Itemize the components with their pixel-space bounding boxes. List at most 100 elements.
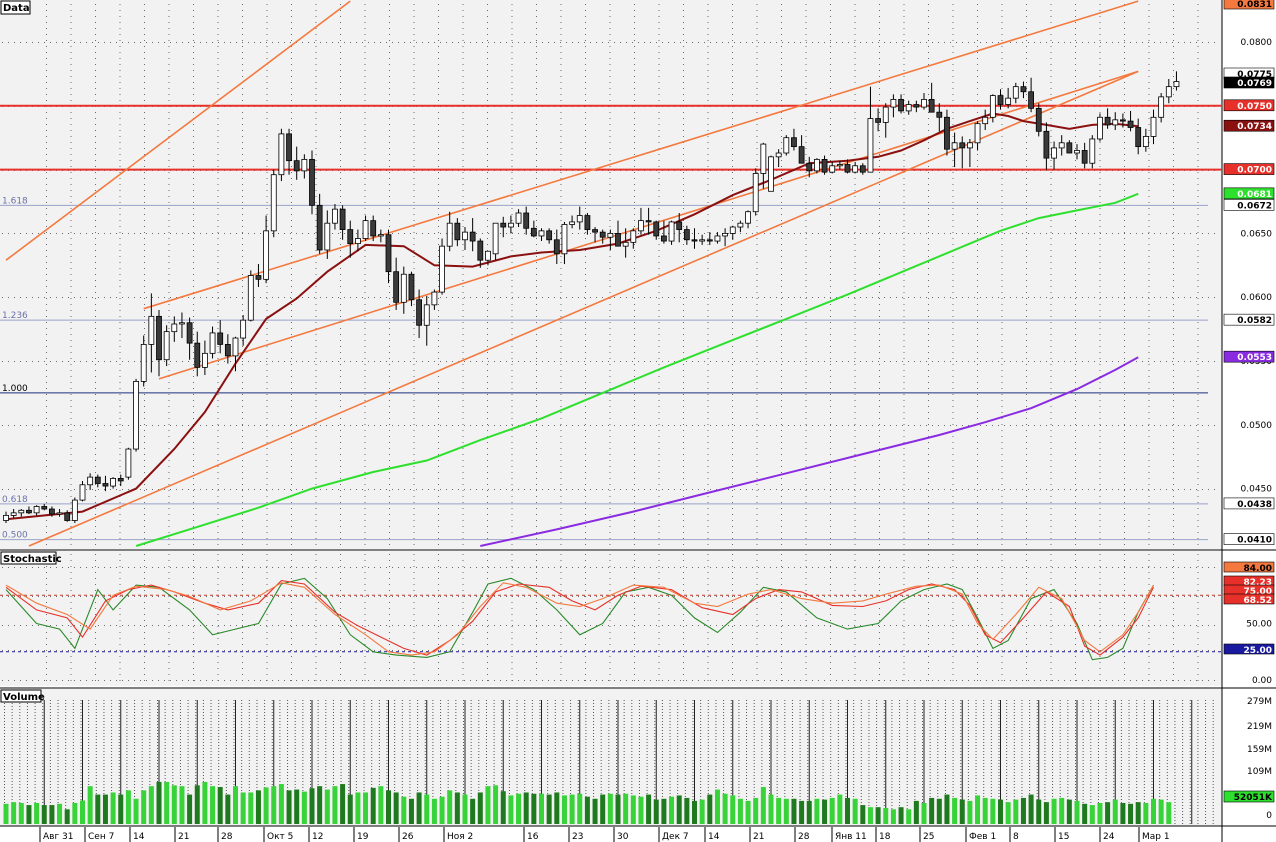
grid-dot: [44, 596, 45, 597]
grid-dot: [428, 425, 429, 426]
grid-dot: [644, 233, 645, 234]
grid-dot: [144, 436, 145, 437]
grid-dot: [206, 42, 207, 43]
grid-dot: [95, 46, 96, 47]
grid-dot: [315, 28, 317, 29]
grid-dot: [392, 233, 393, 234]
grid-dot: [1142, 625, 1143, 626]
grid-dot: [315, 478, 317, 479]
price-panel-bg[interactable]: [0, 0, 1222, 549]
grid-dot: [638, 567, 639, 568]
grid-dot: [144, 632, 145, 633]
grid-dot: [296, 596, 297, 597]
grid-dot: [1028, 650, 1029, 651]
grid-dot: [38, 361, 39, 362]
stoch-panel-bg[interactable]: [0, 551, 1222, 686]
grid-dot: [389, 340, 390, 341]
grid-dot: [656, 596, 657, 597]
grid-dot: [168, 608, 170, 609]
grid-dot: [462, 58, 464, 59]
grid-dot: [119, 214, 121, 215]
grid-dot: [488, 567, 489, 568]
grid-dot: [230, 42, 231, 43]
grid-dot: [144, 424, 145, 425]
grid-dot: [389, 608, 390, 609]
grid-dot: [212, 425, 213, 426]
grid-dot: [291, 328, 292, 329]
grid-dot: [95, 136, 96, 137]
grid-dot: [340, 454, 341, 455]
grid-dot: [152, 42, 153, 43]
grid-dot: [119, 442, 121, 443]
grid-dot: [487, 526, 488, 527]
grid-dot: [168, 364, 170, 365]
grid-dot: [266, 508, 268, 509]
grid-dot: [217, 76, 219, 77]
grid-dot: [193, 220, 194, 221]
grid-dot: [438, 514, 439, 515]
grid-dot: [698, 297, 699, 298]
grid-dot: [932, 596, 933, 597]
grid-dot: [536, 538, 537, 539]
grid-dot: [578, 650, 579, 651]
grid-dot: [168, 232, 170, 233]
grid-dot: [242, 298, 243, 299]
grid-dot: [1106, 233, 1107, 234]
grid-dot: [487, 590, 488, 591]
grid-dot: [908, 425, 909, 426]
grid-dot: [511, 674, 513, 675]
grid-dot: [144, 124, 145, 125]
grid-dot: [168, 560, 170, 561]
grid-dot: [364, 406, 366, 407]
grid-dot: [70, 298, 72, 299]
grid-dot: [217, 442, 219, 443]
grid-dot: [95, 334, 96, 335]
grid-dot: [1184, 361, 1185, 362]
grid-dot: [291, 112, 292, 113]
grid-dot: [168, 280, 170, 281]
grid-dot: [438, 34, 439, 35]
grid-dot: [1142, 42, 1143, 43]
grid-dot: [632, 489, 633, 490]
grid-dot: [1034, 361, 1035, 362]
grid-dot: [986, 625, 987, 626]
grid-dot: [242, 425, 243, 426]
grid-dot: [1088, 625, 1089, 626]
grid-dot: [650, 596, 651, 597]
grid-dot: [332, 489, 333, 490]
grid-dot: [315, 16, 317, 17]
grid-dot: [413, 514, 415, 515]
grid-dot: [986, 650, 987, 651]
grid-dot: [291, 220, 292, 221]
grid-dot: [315, 34, 317, 35]
grid-dot: [389, 662, 390, 663]
grid-dot: [536, 370, 537, 371]
grid-dot: [548, 625, 549, 626]
grid-dot: [710, 42, 711, 43]
grid-dot: [413, 136, 415, 137]
grid-dot: [698, 425, 699, 426]
grid-dot: [830, 233, 831, 234]
grid-dot: [1094, 42, 1095, 43]
grid-dot: [416, 425, 417, 426]
grid-dot: [364, 22, 366, 23]
grid-dot: [740, 42, 741, 43]
grid-dot: [364, 644, 366, 645]
grid-dot: [14, 297, 15, 298]
grid-dot: [462, 250, 464, 251]
grid-dot: [315, 160, 317, 161]
grid-dot: [119, 644, 121, 645]
grid-dot: [716, 489, 717, 490]
grid-dot: [536, 40, 537, 41]
grid-dot: [487, 620, 488, 621]
grid-dot: [266, 94, 268, 95]
grid-dot: [315, 154, 317, 155]
grid-dot: [470, 596, 471, 597]
grid-dot: [217, 436, 219, 437]
grid-dot: [315, 52, 317, 53]
grid-dot: [86, 361, 87, 362]
grid-dot: [266, 566, 268, 567]
grid-dot: [315, 274, 317, 275]
grid-dot: [1052, 625, 1053, 626]
